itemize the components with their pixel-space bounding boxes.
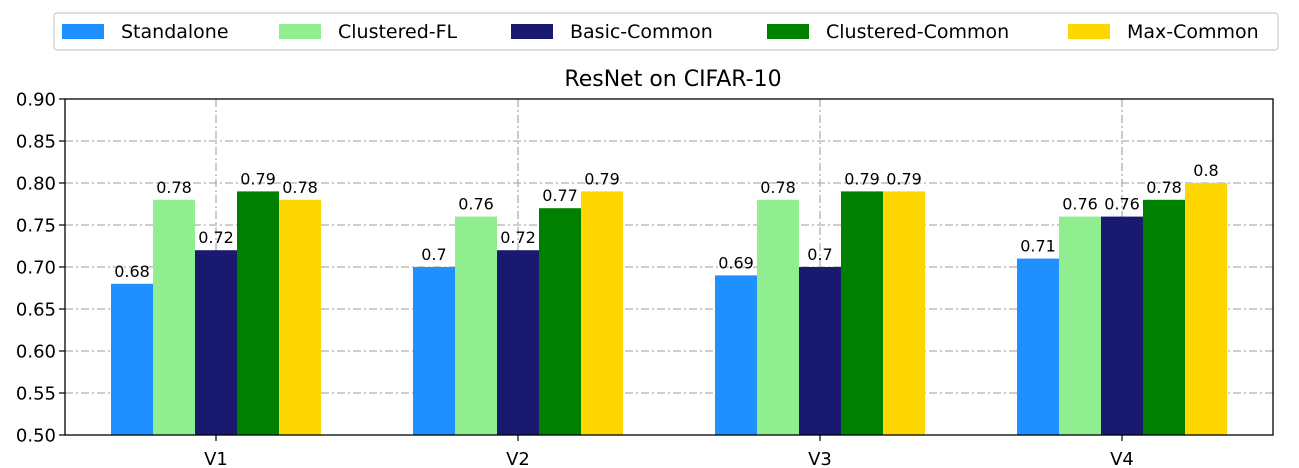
bar [539,208,581,435]
bar-value-label: 0.72 [198,228,234,247]
bar [581,191,623,435]
bar-value-label: 0.76 [458,195,494,214]
y-tick-label: 0.65 [16,300,56,321]
legend-swatch [767,24,809,39]
bar-value-label: 0.8 [1193,161,1218,180]
y-tick-label: 0.70 [16,258,56,279]
x-tick-label: V1 [204,449,228,468]
x-tick-label: V4 [1110,449,1134,468]
y-tick-label: 0.75 [16,216,56,237]
grid [65,99,1273,435]
bar [799,267,841,435]
bar [153,199,195,435]
x-tick-label: V2 [506,449,530,468]
bar-value-label: 0.78 [156,178,192,197]
x-tick-label: V3 [808,449,832,468]
legend-swatch [279,24,321,39]
bar [715,275,757,435]
bars [111,183,1227,435]
bar-value-label: 0.76 [1104,195,1140,214]
y-tick-label: 0.90 [16,90,56,111]
legend-label: Clustered-Common [826,21,1009,43]
bar [757,199,799,435]
bar [237,191,279,435]
legend: Standalone Clustered-FL Basic-Common Cluste… [53,12,1279,51]
bar-value-label: 0.79 [584,169,620,188]
y-tick-label: 0.60 [16,342,56,363]
bar [883,191,925,435]
bar [1101,216,1143,435]
legend-label: Basic-Common [570,21,713,43]
bar [455,216,497,435]
legend-swatch [511,24,553,39]
bar-value-label: 0.77 [542,186,578,205]
legend-frame [53,12,1279,51]
bar-value-label: 0.79 [844,169,880,188]
legend-label: Max-Common [1127,21,1259,43]
bar-value-label: 0.78 [1146,178,1182,197]
bar-value-label: 0.79 [886,169,922,188]
y-tick-label: 0.50 [16,426,56,447]
bar-value-label: 0.7 [807,245,832,264]
legend-swatch [1068,24,1110,39]
bar [1185,183,1227,435]
y-tick-label: 0.85 [16,132,56,153]
y-tick-label: 0.55 [16,384,56,405]
y-tick-label: 0.80 [16,174,56,195]
bar-value-label: 0.72 [500,228,536,247]
legend-label: Standalone [121,21,229,43]
bar [1143,199,1185,435]
bar [841,191,883,435]
bar-value-label: 0.68 [114,262,150,281]
bar-value-label: 0.71 [1020,237,1056,256]
bar [1017,258,1059,435]
bar [279,199,321,435]
bar-value-label: 0.78 [760,178,796,197]
bar-value-label: 0.79 [240,169,276,188]
bar [195,250,237,435]
bar-value-label: 0.69 [718,253,754,272]
bar-value-label: 0.78 [282,178,318,197]
bar [497,250,539,435]
chart-title: ResNet on CIFAR-10 [564,67,781,92]
y-axis: 0.50 0.55 0.60 0.65 0.70 0.75 0.80 0.85 0.90 [16,90,65,447]
bar [1059,216,1101,435]
bar-value-label: 0.7 [421,245,446,264]
x-axis: V1 V2 V3 V4 [204,435,1134,468]
legend-label: Clustered-FL [338,21,458,43]
bar-labels: 0.68 0.7 0.69 0.71 0.78 0.76 0.78 0.76 0.72 0.72 0… [114,161,1219,281]
legend-swatch [62,24,104,39]
bar [111,283,153,435]
bar [413,267,455,435]
bar-value-label: 0.76 [1062,195,1098,214]
